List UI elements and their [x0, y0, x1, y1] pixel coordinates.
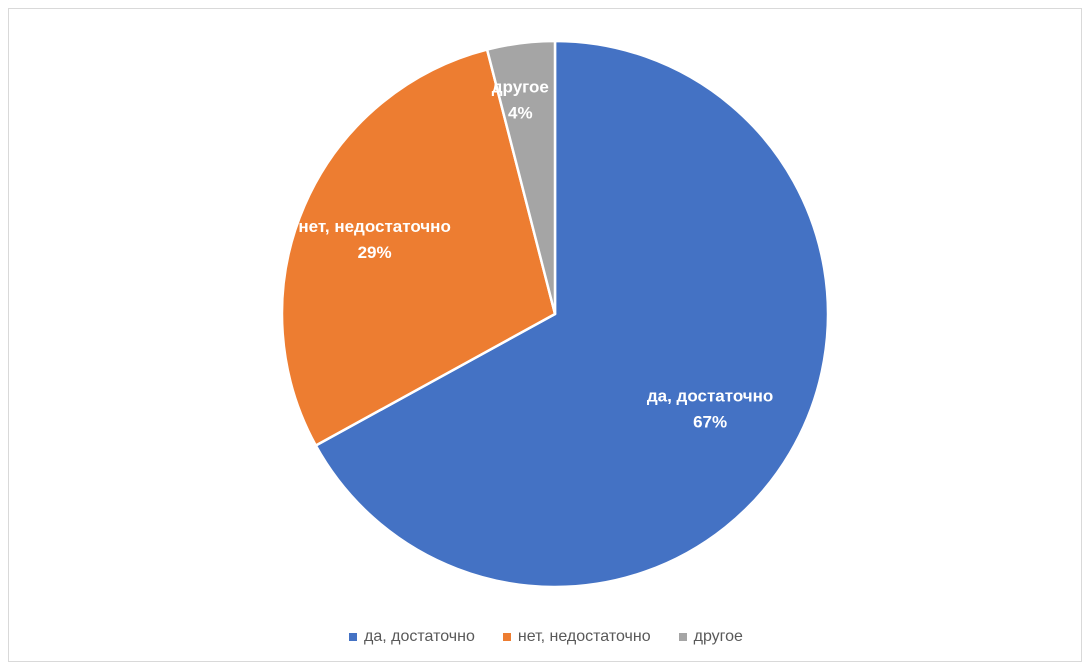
slice-label-no: нет, недостаточно — [298, 217, 451, 236]
legend-label-no: нет, недостаточно — [517, 628, 651, 645]
pie-labels: да, достаточно 67% нет, недостаточно 29% дру… — [298, 78, 773, 432]
slice-value-no: 29% — [358, 243, 392, 262]
slice-value-other: 4% — [508, 104, 533, 123]
slice-value-yes: 67% — [693, 413, 727, 432]
legend-swatch-other — [678, 633, 687, 641]
legend-item-no: нет, недостаточно — [502, 628, 651, 646]
legend-item-other: другое — [678, 628, 743, 646]
slice-label-other: другое — [492, 78, 549, 97]
chart-legend: да, достаточно нет, недостаточно другое — [0, 628, 1092, 646]
legend-label-other: другое — [693, 628, 743, 645]
pie-slice-no — [280, 48, 557, 447]
legend-item-yes: да, достаточно — [349, 628, 475, 646]
legend-label-yes: да, достаточно — [364, 628, 475, 645]
pie-slice-yes — [314, 39, 830, 589]
pie-slices — [280, 39, 830, 589]
slice-label-yes: да, достаточно — [647, 387, 773, 406]
pie-slice-other — [485, 39, 557, 316]
legend-swatch-yes — [349, 633, 358, 641]
legend-swatch-no — [502, 633, 511, 641]
